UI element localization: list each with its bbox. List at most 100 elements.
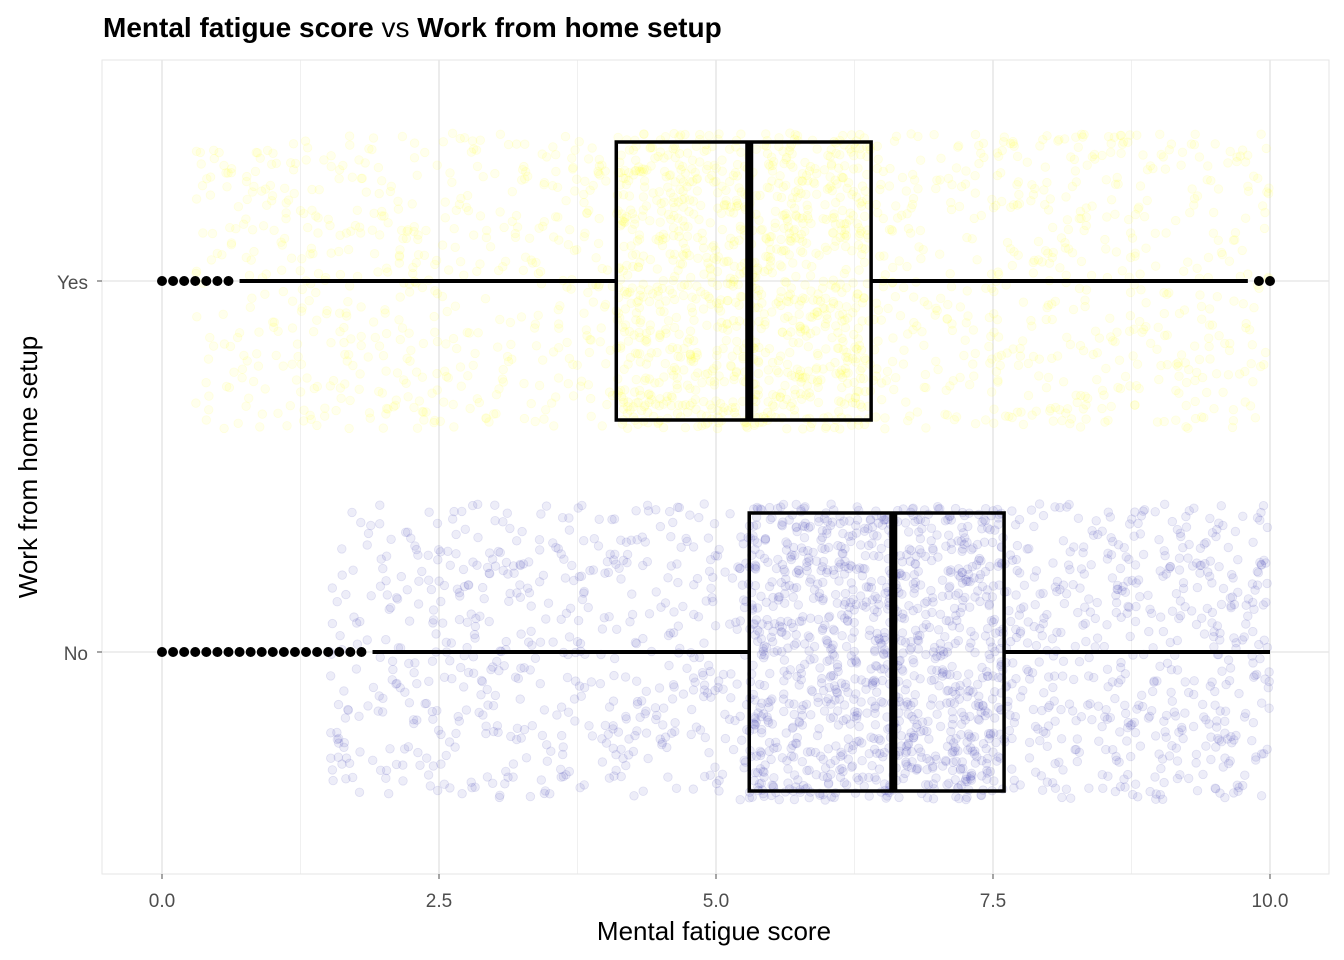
jitter-point bbox=[926, 700, 936, 710]
jitter-point bbox=[812, 144, 822, 154]
jitter-point bbox=[1238, 511, 1248, 522]
jitter-point bbox=[1043, 721, 1054, 731]
jitter-point bbox=[785, 235, 795, 246]
jitter-point bbox=[747, 792, 757, 802]
jitter-point bbox=[730, 167, 741, 178]
jitter-point bbox=[993, 519, 1004, 530]
jitter-point bbox=[1130, 248, 1140, 258]
jitter-point bbox=[669, 628, 679, 638]
jitter-point bbox=[1195, 568, 1205, 578]
jitter-point bbox=[637, 405, 647, 416]
jitter-point bbox=[858, 563, 868, 574]
jitter-point bbox=[778, 400, 789, 410]
jitter-point bbox=[519, 161, 529, 172]
jitter-point bbox=[1207, 320, 1218, 330]
jitter-point bbox=[1113, 678, 1124, 688]
jitter-point bbox=[825, 362, 835, 372]
jitter-point bbox=[961, 166, 971, 176]
jitter-point bbox=[837, 316, 847, 326]
jitter-point bbox=[767, 307, 777, 317]
jitter-point bbox=[1248, 537, 1258, 548]
jitter-point bbox=[1081, 400, 1091, 410]
jitter-point bbox=[457, 789, 467, 799]
jitter-point bbox=[619, 327, 630, 337]
jitter-point bbox=[427, 656, 438, 666]
jitter-point bbox=[593, 282, 604, 292]
jitter-point bbox=[600, 720, 611, 731]
jitter-point bbox=[381, 263, 392, 273]
jitter-point bbox=[1225, 593, 1236, 603]
jitter-point bbox=[1147, 686, 1158, 697]
jitter-point bbox=[417, 372, 428, 382]
jitter-point bbox=[686, 356, 696, 366]
jitter-point bbox=[1203, 567, 1213, 577]
jitter-point bbox=[1144, 711, 1155, 722]
jitter-point bbox=[978, 138, 989, 149]
jitter-point bbox=[392, 368, 403, 378]
jitter-point bbox=[838, 309, 848, 319]
jitter-point bbox=[707, 242, 718, 252]
jitter-point bbox=[624, 191, 635, 201]
jitter-point bbox=[652, 710, 662, 721]
jitter-point bbox=[1221, 679, 1231, 690]
jitter-point bbox=[915, 155, 926, 165]
jitter-point bbox=[1060, 243, 1071, 253]
jitter-point bbox=[642, 557, 653, 567]
jitter-point bbox=[1030, 600, 1040, 610]
jitter-point bbox=[693, 421, 703, 432]
jitter-point bbox=[705, 770, 716, 780]
jitter-point bbox=[1262, 522, 1273, 533]
jitter-point bbox=[644, 397, 654, 408]
jitter-point bbox=[813, 614, 824, 625]
jitter-point bbox=[871, 199, 881, 210]
jitter-point bbox=[905, 411, 915, 421]
jitter-point bbox=[729, 274, 739, 285]
jitter-point bbox=[1235, 151, 1246, 161]
jitter-point bbox=[273, 408, 283, 419]
jitter-point bbox=[1125, 751, 1136, 762]
jitter-point bbox=[908, 655, 918, 665]
jitter-point bbox=[872, 141, 883, 151]
jitter-point bbox=[1006, 636, 1016, 647]
jitter-point bbox=[638, 167, 649, 177]
jitter-point bbox=[597, 757, 608, 767]
jitter-point bbox=[1050, 402, 1061, 413]
jitter-point bbox=[1043, 248, 1053, 258]
jitter-point bbox=[1250, 755, 1261, 765]
jitter-point bbox=[404, 616, 415, 626]
jitter-point bbox=[475, 211, 486, 221]
jitter-point bbox=[450, 742, 460, 752]
jitter-point bbox=[1092, 375, 1102, 385]
jitter-point bbox=[566, 284, 576, 294]
jitter-point bbox=[762, 148, 773, 159]
jitter-point bbox=[714, 544, 724, 555]
jitter-point bbox=[508, 772, 518, 782]
jitter-point bbox=[491, 390, 502, 400]
jitter-point bbox=[693, 253, 703, 263]
jitter-point bbox=[1154, 749, 1164, 759]
jitter-point bbox=[511, 210, 522, 221]
jitter-point bbox=[667, 392, 677, 403]
jitter-point bbox=[452, 584, 463, 594]
jitter-point bbox=[1234, 369, 1245, 379]
jitter-point bbox=[1230, 526, 1241, 537]
jitter-point bbox=[484, 568, 494, 579]
jitter-point bbox=[688, 357, 699, 367]
jitter-point bbox=[1073, 142, 1084, 153]
jitter-point bbox=[1135, 592, 1145, 602]
jitter-point bbox=[568, 359, 578, 370]
jitter-point bbox=[703, 291, 713, 302]
jitter-point bbox=[964, 731, 974, 741]
jitter-point bbox=[1248, 626, 1258, 637]
jitter-point bbox=[870, 646, 880, 657]
jitter-point bbox=[1133, 204, 1143, 214]
chart-title-part1: Mental fatigue score bbox=[103, 12, 374, 43]
jitter-point bbox=[707, 403, 717, 414]
jitter-point bbox=[683, 280, 693, 291]
jitter-point bbox=[407, 199, 417, 209]
jitter-point bbox=[1028, 257, 1038, 268]
jitter-point bbox=[413, 230, 423, 240]
jitter-point bbox=[960, 715, 971, 725]
jitter-point bbox=[468, 360, 478, 371]
